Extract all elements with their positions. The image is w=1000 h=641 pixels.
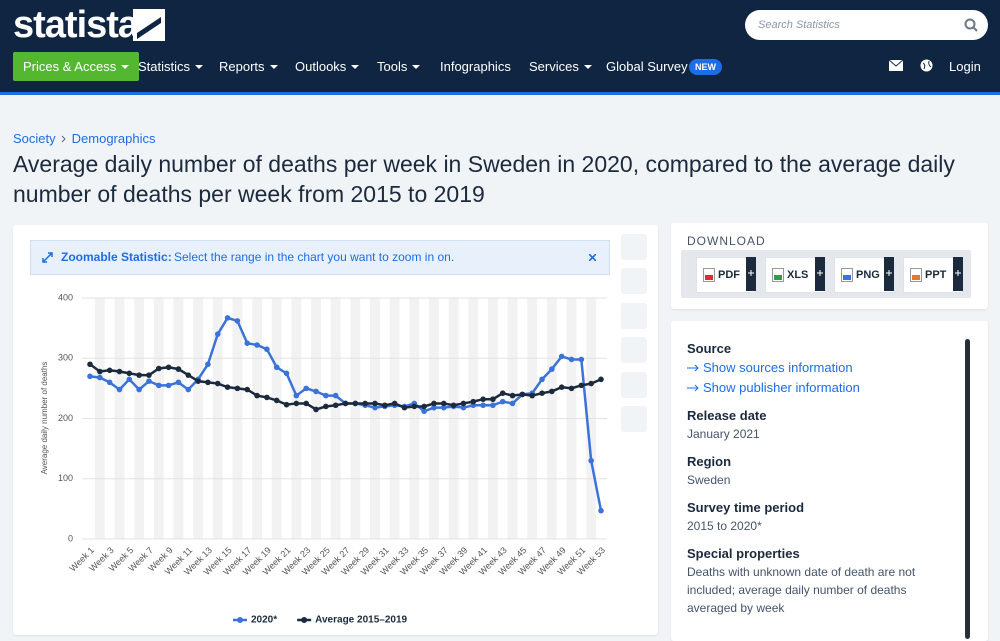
nav-label: Services bbox=[529, 59, 579, 74]
file-color bbox=[705, 275, 713, 280]
tool-button[interactable] bbox=[621, 234, 647, 260]
nav-item[interactable]: Reports bbox=[219, 52, 278, 81]
nav-label: Global Survey bbox=[606, 59, 688, 74]
file-color bbox=[912, 275, 920, 280]
breadcrumb-link[interactable]: Demographics bbox=[71, 131, 156, 146]
link-text: Show publisher information bbox=[703, 380, 860, 395]
file-icon bbox=[772, 268, 784, 282]
nav-label: Prices & Access bbox=[23, 59, 117, 74]
download-label: PPT bbox=[925, 269, 947, 281]
mail-icon[interactable] bbox=[889, 60, 903, 71]
search-placeholder: Search Statistics bbox=[758, 19, 840, 31]
new-badge: NEW bbox=[689, 59, 722, 75]
plus-tab bbox=[884, 257, 894, 291]
nav-label: Infographics bbox=[440, 59, 511, 74]
plus bbox=[748, 270, 754, 276]
tool-button[interactable] bbox=[621, 372, 647, 398]
detail-value: 2015 to 2020* bbox=[687, 519, 762, 533]
link-text: Show sources information bbox=[703, 360, 853, 375]
nav-item[interactable]: Tools bbox=[377, 52, 421, 81]
detail-value: Deaths with unknown date of death are no… bbox=[687, 565, 916, 615]
file-icon bbox=[910, 268, 922, 282]
login[interactable]: Login bbox=[949, 59, 981, 74]
arrow-icon bbox=[687, 364, 699, 371]
tool-button[interactable] bbox=[621, 406, 647, 432]
arrow-icon bbox=[687, 384, 699, 391]
scrollbar[interactable] bbox=[965, 339, 970, 639]
header: statista Search Statistics Prices & Acce… bbox=[0, 0, 1000, 95]
file-icon bbox=[703, 268, 715, 282]
logo[interactable]: statista bbox=[13, 4, 139, 46]
source-heading: Source bbox=[687, 341, 732, 356]
nav-label: Statistics bbox=[138, 59, 191, 74]
plus bbox=[955, 270, 961, 276]
plus-tab bbox=[746, 257, 756, 291]
download-label: XLS bbox=[787, 269, 809, 281]
nav-item[interactable]: Infographics bbox=[440, 52, 511, 81]
chevron bbox=[61, 135, 66, 142]
file-color bbox=[774, 275, 782, 280]
tool-button[interactable] bbox=[621, 337, 647, 363]
download-heading: DOWNLOAD bbox=[687, 234, 766, 248]
source-link[interactable]: Show publisher information bbox=[687, 380, 860, 395]
chart-card bbox=[13, 225, 658, 635]
detail-label: Release date bbox=[687, 408, 767, 423]
detail-label: Region bbox=[687, 454, 732, 469]
zoom-icon bbox=[42, 252, 53, 263]
close-icon[interactable] bbox=[589, 254, 596, 261]
nav-item[interactable]: Prices & Access bbox=[13, 52, 140, 81]
logo-mark bbox=[133, 9, 165, 41]
nav-item[interactable]: Outlooks bbox=[295, 52, 360, 81]
zoom-label: Zoomable Statistic: bbox=[61, 250, 172, 264]
detail-label: Special properties bbox=[687, 546, 800, 561]
nav-label: Outlooks bbox=[295, 59, 347, 74]
nav-label: Tools bbox=[377, 59, 408, 74]
globe-icon[interactable] bbox=[920, 59, 933, 72]
arrow bbox=[687, 384, 699, 391]
nav-item[interactable]: Global Survey bbox=[606, 52, 688, 81]
download-button[interactable]: PPT bbox=[903, 257, 963, 293]
detail-label: Survey time period bbox=[687, 500, 805, 515]
search-box[interactable]: Search Statistics bbox=[745, 10, 988, 40]
tool-button[interactable] bbox=[621, 268, 647, 294]
nav-item[interactable]: Statistics bbox=[138, 52, 204, 81]
plus bbox=[817, 270, 823, 276]
detail-value: January 2021 bbox=[687, 427, 760, 441]
plus-tab bbox=[815, 257, 825, 291]
plus-tab bbox=[953, 257, 963, 291]
file-icon bbox=[841, 268, 853, 282]
zoom-text: Select the range in the chart you want t… bbox=[174, 250, 455, 264]
download-label: PDF bbox=[718, 269, 740, 281]
source-link[interactable]: Show sources information bbox=[687, 360, 853, 375]
zoom-notice: Zoomable Statistic: Select the range in … bbox=[30, 240, 610, 275]
download-button[interactable]: PDF bbox=[696, 257, 756, 293]
arrow bbox=[687, 364, 699, 371]
nav-item[interactable]: Services bbox=[529, 52, 592, 81]
nav-label: Reports bbox=[219, 59, 265, 74]
download-button[interactable]: PNG bbox=[834, 257, 894, 293]
download-label: PNG bbox=[856, 269, 880, 281]
plus bbox=[886, 270, 892, 276]
page-title: Average daily number of deaths per week … bbox=[13, 151, 955, 207]
breadcrumb: Society Demographics bbox=[13, 131, 155, 146]
file-color bbox=[843, 275, 851, 280]
detail-value: Sweden bbox=[687, 473, 731, 487]
details-card bbox=[671, 321, 988, 641]
search-icon bbox=[964, 18, 978, 32]
tool-button[interactable] bbox=[621, 303, 647, 329]
breadcrumb-link[interactable]: Society bbox=[13, 131, 56, 146]
download-button[interactable]: XLS bbox=[765, 257, 825, 293]
